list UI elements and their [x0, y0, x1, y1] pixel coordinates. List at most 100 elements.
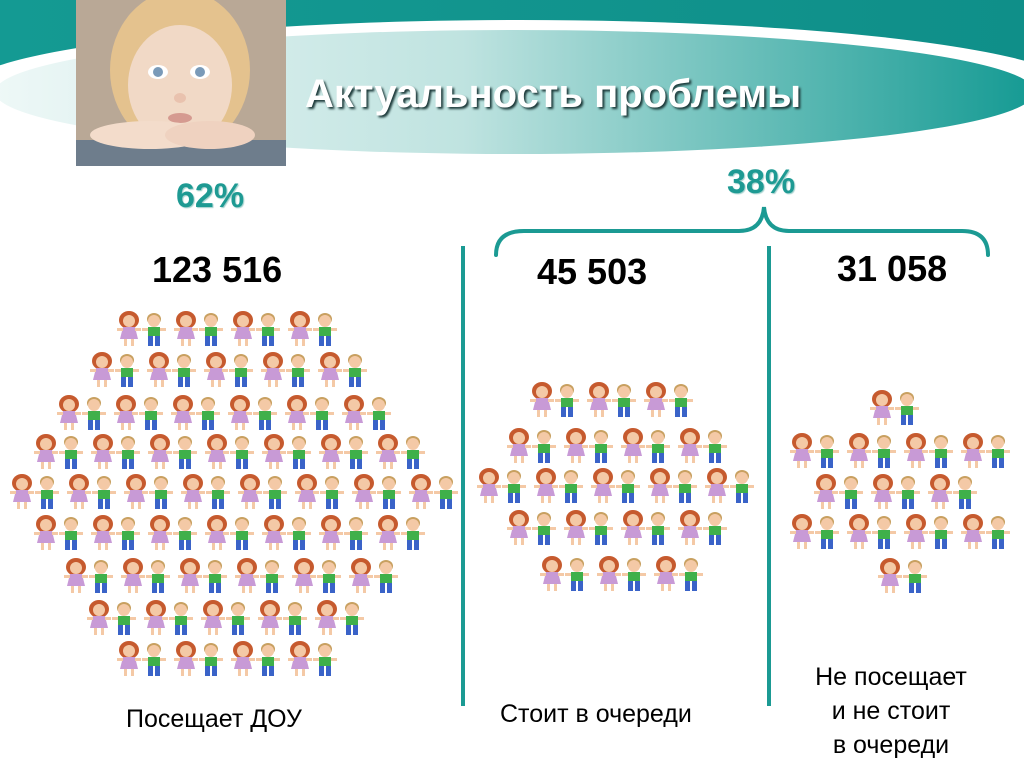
child-figure-icon	[621, 556, 647, 597]
child-figure-icon	[343, 434, 369, 475]
child-figure-icon	[141, 311, 167, 352]
child-figure-icon	[505, 428, 533, 469]
child-figure-icon	[81, 395, 107, 436]
child-figure-icon	[115, 434, 141, 475]
child-figure-icon	[374, 434, 402, 475]
child-figure-icon	[585, 382, 613, 423]
child-figure-icon	[115, 641, 143, 682]
child-figure-icon	[672, 468, 698, 509]
child-figure-icon	[115, 311, 143, 352]
child-figure-icon	[589, 468, 617, 509]
child-figure-icon	[256, 600, 284, 641]
child-figure-icon	[845, 433, 873, 474]
child-figure-icon	[619, 510, 647, 551]
child-figure-icon	[788, 514, 816, 555]
child-figure-icon	[902, 558, 928, 599]
child-figure-icon	[293, 474, 321, 515]
child-figure-icon	[729, 468, 755, 509]
child-figure-icon	[32, 434, 60, 475]
child-figure-icon	[868, 390, 896, 431]
header-banner	[0, 0, 1024, 200]
child-figure-icon	[225, 600, 251, 641]
child-figure-icon	[876, 558, 904, 599]
child-figure-icon	[286, 641, 314, 682]
child-figure-icon	[233, 558, 261, 599]
child-figure-icon	[198, 641, 224, 682]
child-figure-icon	[562, 510, 590, 551]
child-figure-icon	[952, 474, 978, 515]
caption-neither-line-1: Не посещает	[815, 663, 967, 691]
child-figure-icon	[112, 395, 140, 436]
page-title: Актуальность проблемы	[305, 72, 802, 116]
child-figure-icon	[342, 352, 368, 393]
child-figure-icon	[62, 558, 90, 599]
child-figure-icon	[146, 434, 174, 475]
child-figure-icon	[202, 558, 228, 599]
child-figure-icon	[282, 600, 308, 641]
child-figure-icon	[812, 474, 840, 515]
child-figure-icon	[236, 474, 264, 515]
caption-queue: Стоит в очереди	[500, 700, 692, 728]
child-figure-icon	[34, 474, 60, 515]
child-figure-icon	[646, 468, 674, 509]
child-figure-icon	[895, 474, 921, 515]
child-figure-icon	[676, 510, 704, 551]
child-figure-icon	[319, 474, 345, 515]
child-figure-icon	[928, 433, 954, 474]
child-figure-icon	[317, 515, 345, 556]
child-figure-icon	[531, 510, 557, 551]
child-figure-icon	[347, 558, 375, 599]
child-figure-icon	[400, 515, 426, 556]
child-figure-icon	[615, 468, 641, 509]
child-figure-icon	[595, 556, 623, 597]
child-figure-icon	[168, 600, 194, 641]
child-figure-icon	[205, 474, 231, 515]
percent-attending: 62%	[176, 177, 245, 215]
child-figure-icon	[645, 510, 671, 551]
child-figure-icon	[366, 395, 392, 436]
child-figure-icon	[286, 515, 312, 556]
child-figure-icon	[343, 515, 369, 556]
child-figure-icon	[171, 352, 197, 393]
child-figure-icon	[309, 395, 335, 436]
child-figure-icon	[114, 352, 140, 393]
child-figure-icon	[475, 468, 503, 509]
child-figure-icon	[262, 474, 288, 515]
child-figure-icon	[259, 558, 285, 599]
child-figure-icon	[985, 433, 1011, 474]
child-figure-icon	[558, 468, 584, 509]
child-figure-icon	[376, 474, 402, 515]
percent-not-attending: 38%	[727, 163, 796, 201]
child-figure-icon	[176, 558, 204, 599]
child-figure-icon	[198, 311, 224, 352]
child-figure-icon	[252, 395, 278, 436]
child-figure-icon	[89, 515, 117, 556]
child-figure-icon	[85, 600, 113, 641]
child-figure-icon	[642, 382, 670, 423]
child-figure-icon	[226, 395, 254, 436]
divider-left	[461, 246, 465, 706]
child-figure-icon	[146, 515, 174, 556]
child-figure-icon	[138, 395, 164, 436]
child-figure-icon	[32, 515, 60, 556]
child-figure-icon	[172, 311, 200, 352]
child-figure-icon	[203, 434, 231, 475]
child-figure-icon	[554, 382, 580, 423]
child-figure-icon	[202, 352, 230, 393]
child-figure-icon	[814, 433, 840, 474]
caption-neither-line-3: в очереди	[832, 731, 950, 759]
child-figure-icon	[531, 428, 557, 469]
child-figure-icon	[169, 395, 197, 436]
child-figure-icon	[285, 352, 311, 393]
child-figure-icon	[199, 600, 227, 641]
child-figure-icon	[339, 600, 365, 641]
child-figure-icon	[703, 468, 731, 509]
child-figure-icon	[142, 600, 170, 641]
caption-neither-line-2: и не стоит	[831, 697, 951, 725]
child-figure-icon	[611, 382, 637, 423]
child-figure-icon	[58, 434, 84, 475]
child-figure-icon	[845, 514, 873, 555]
child-figure-icon	[195, 395, 221, 436]
child-figure-icon	[902, 514, 930, 555]
child-figure-icon	[88, 352, 116, 393]
